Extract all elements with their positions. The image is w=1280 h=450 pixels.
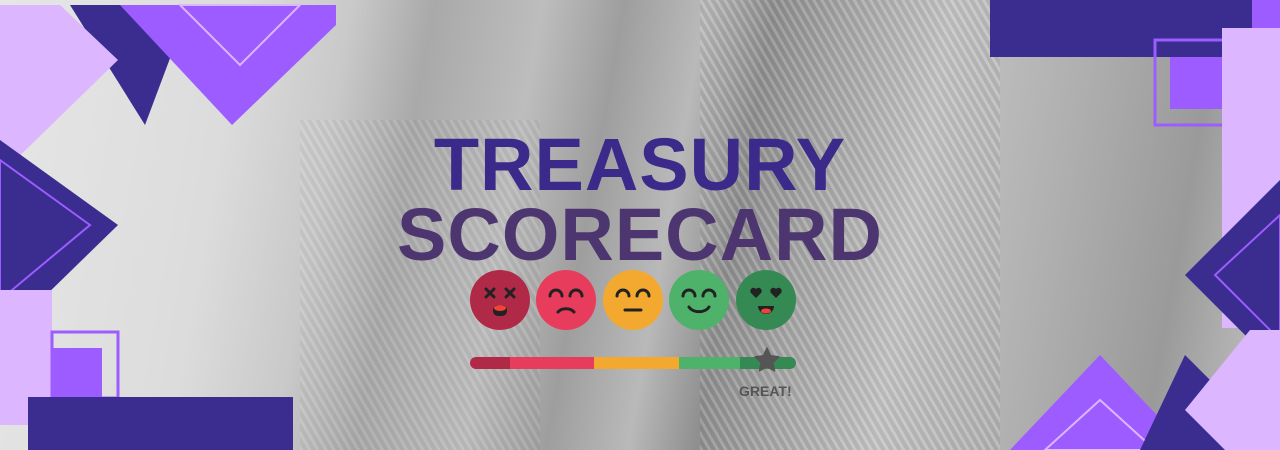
- bar-segment-terrible: [470, 357, 510, 369]
- dizzy-face-icon: [470, 270, 530, 330]
- rating-bar: [470, 357, 796, 369]
- title-line-2: SCORECARD: [397, 193, 883, 276]
- rating-label: GREAT!: [739, 383, 792, 399]
- title-line-1: TREASURY: [433, 123, 847, 206]
- heart-eyes-face-icon: [736, 270, 796, 330]
- decorative-shapes-left: [0, 4, 336, 450]
- bar-segment-bad: [510, 357, 594, 369]
- smile-face-icon: [669, 270, 729, 330]
- bar-segment-good: [679, 357, 740, 369]
- building-texture: [700, 0, 1000, 450]
- star-marker-icon: [754, 347, 780, 372]
- neutral-face-icon: [603, 270, 663, 330]
- sad-face-icon: [536, 270, 596, 330]
- decorative-shapes-right: [990, 0, 1280, 450]
- bar-segment-okay: [594, 357, 679, 369]
